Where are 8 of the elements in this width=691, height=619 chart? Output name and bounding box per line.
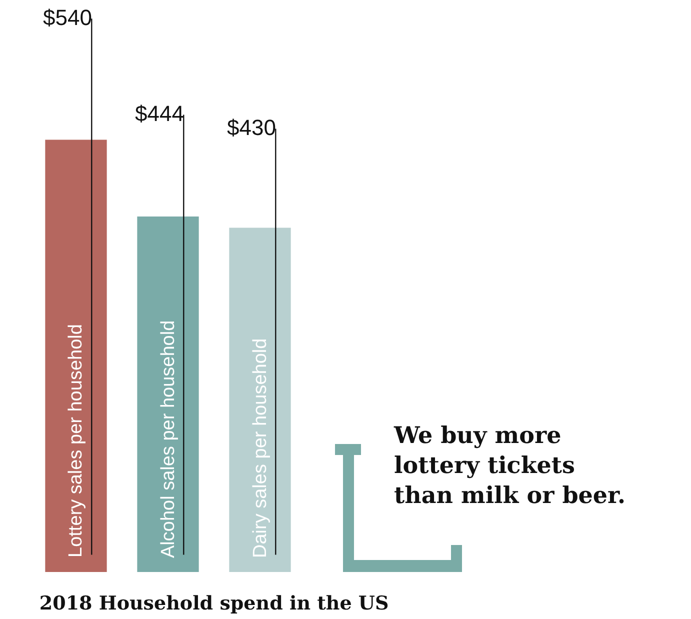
- data-label: $540: [43, 5, 92, 30]
- x-tick-label: Alcohol sales per household: [158, 320, 179, 558]
- data-label: $430: [227, 115, 276, 140]
- text: We buy more lottery tickets than milk or beer.: [393, 422, 626, 509]
- x-tick-label: Dairy sales per household: [250, 338, 271, 558]
- data-label: $444: [135, 101, 184, 126]
- x-tick-label: Lottery sales per household: [66, 324, 86, 558]
- text: 2018 Household spend in the US: [39, 592, 389, 615]
